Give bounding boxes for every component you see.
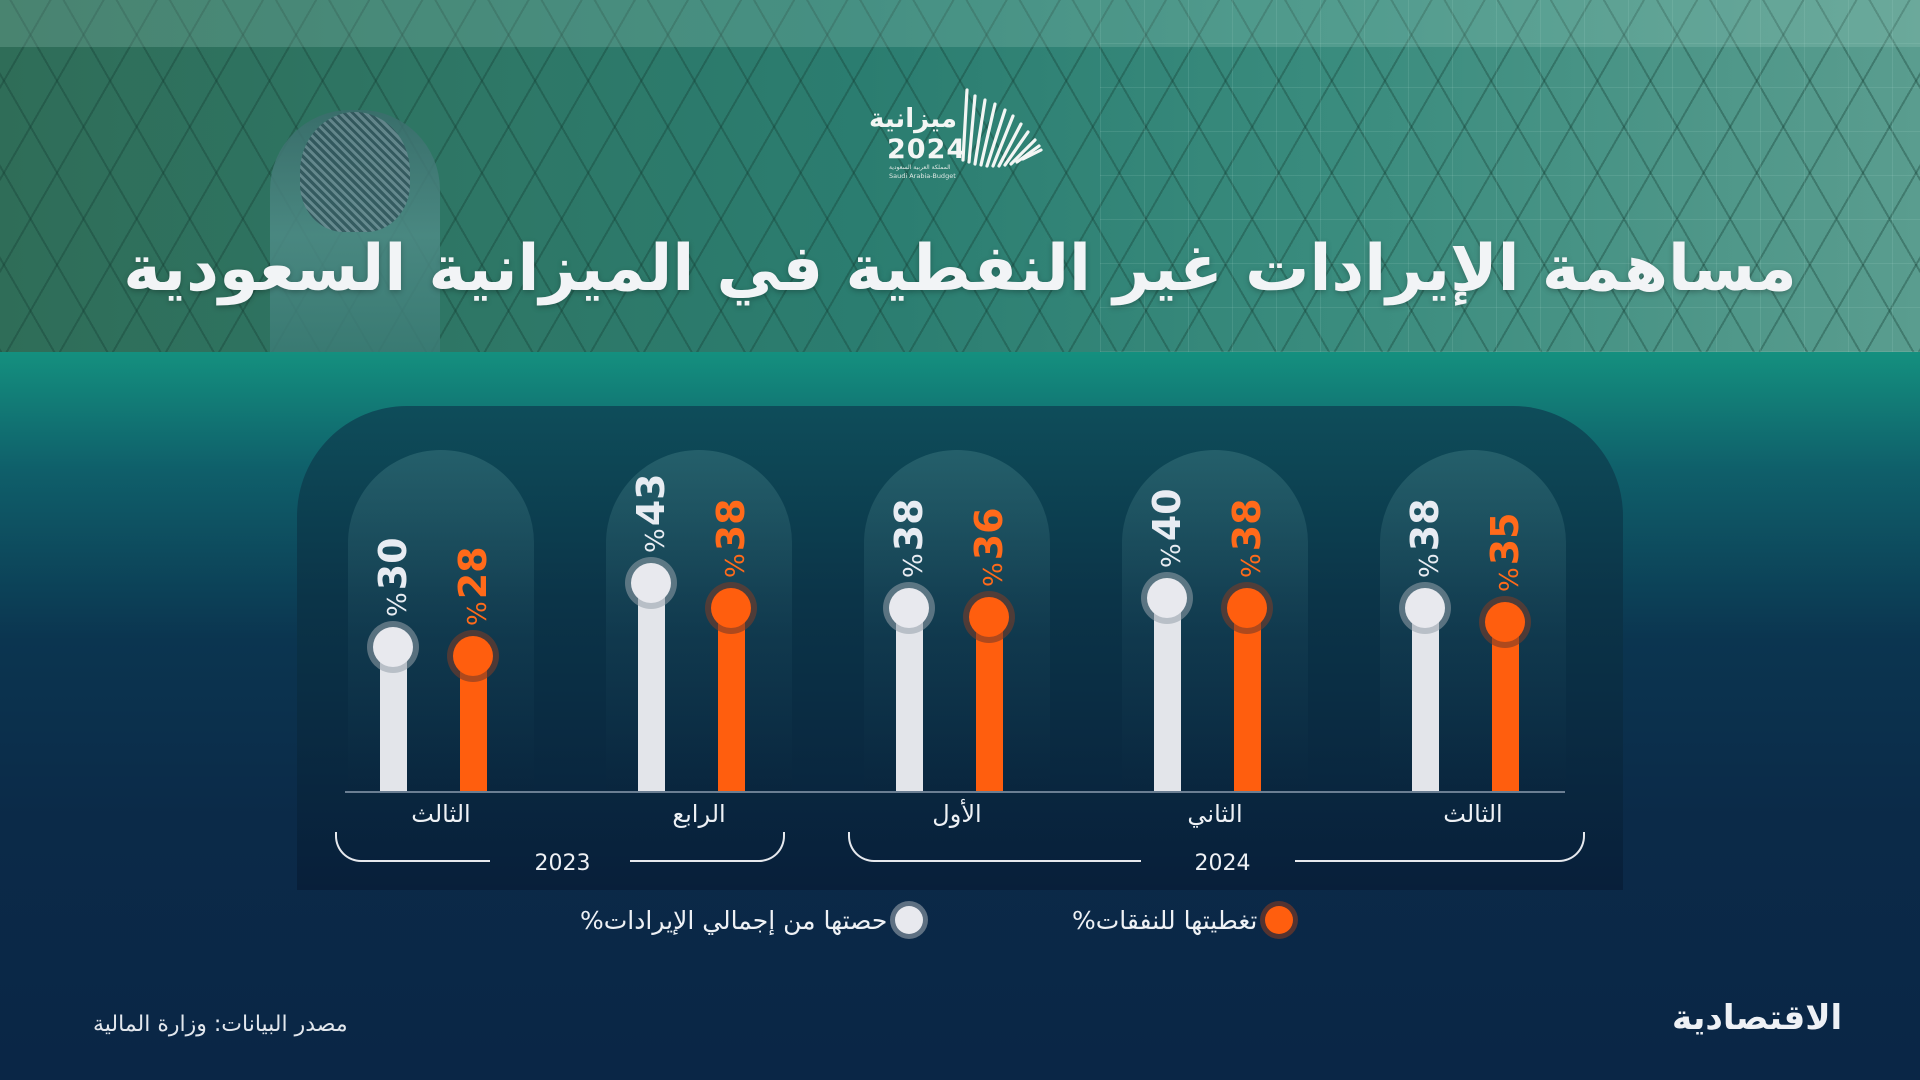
logo-subtitle-ar: المملكة العربية السعودية [889, 164, 951, 171]
value-label-white-0: %30 [371, 536, 415, 617]
bar-white-1 [638, 583, 665, 792]
year-bracket-2024-right [1295, 832, 1585, 862]
legend-expense-coverage: تغطيتها للنفقات% [1072, 902, 1294, 938]
column-bg-q4-2023 [606, 450, 792, 790]
chart-panel [297, 406, 1623, 890]
background-figure-head [300, 112, 410, 232]
x-label-q3-2023: الثالث [411, 800, 471, 828]
x-label-q3-2024: الثالث [1443, 800, 1503, 828]
legend-orange-dot-icon [1265, 906, 1294, 934]
legend-revenue-share-label: حصتها من إجمالي الإيرادات% [580, 905, 888, 935]
x-label-q1-2024: الأول [932, 800, 982, 828]
data-source: مصدر البيانات: وزارة المالية [93, 1012, 348, 1037]
logo-word: ميزانية [869, 104, 957, 134]
bar-knob-orange-1 [711, 587, 751, 628]
bar-white-0 [380, 646, 407, 792]
column-bg-q2-2024 [1122, 450, 1308, 790]
logo-subtitle-en: Saudi Arabia-Budget [889, 172, 956, 180]
value-label-orange-4: %35 [1483, 512, 1527, 593]
bar-orange-1 [718, 607, 745, 792]
legend-white-dot-icon [895, 906, 924, 934]
value-label-orange-2: %36 [967, 507, 1011, 588]
bar-white-4 [1412, 607, 1439, 792]
bar-orange-4 [1492, 622, 1519, 792]
value-label-white-3: %40 [1145, 488, 1189, 568]
header-banner [0, 0, 1920, 352]
column-bg-q3-2023 [348, 450, 534, 790]
bar-orange-3 [1234, 607, 1261, 792]
value-label-white-2: %38 [887, 498, 931, 578]
page-title: مساهمة الإيرادات غير النفطية في الميزاني… [123, 232, 1797, 306]
bar-knob-orange-0 [453, 636, 493, 677]
bar-knob-orange-3 [1227, 587, 1267, 628]
bar-knob-white-4 [1405, 587, 1445, 628]
value-label-orange-1: %38 [709, 498, 753, 578]
legend-revenue-share: حصتها من إجمالي الإيرادات% [580, 902, 924, 938]
year-bracket-2023-right [630, 832, 785, 862]
bar-knob-orange-4 [1485, 602, 1525, 643]
year-label-2023: 2023 [534, 851, 591, 876]
value-label-orange-0: %28 [451, 546, 495, 627]
budget-2024-logo: ميزانية 2024 المملكة العربية السعودية Sa… [869, 82, 1050, 182]
year-bracket-2023-left [335, 832, 490, 862]
value-label-white-1: %43 [629, 473, 673, 554]
x-label-q2-2024: الثاني [1187, 800, 1243, 828]
bar-knob-orange-2 [969, 597, 1009, 638]
logo-rays-icon [961, 88, 1043, 168]
top-strip [0, 0, 1920, 47]
bar-knob-white-1 [631, 563, 671, 604]
legend-expense-coverage-label: تغطيتها للنفقات% [1072, 905, 1258, 935]
value-label-orange-3: %38 [1225, 498, 1269, 578]
brand-logo: الاقتصادية [1672, 998, 1843, 1038]
bar-knob-white-3 [1147, 578, 1187, 618]
value-label-white-4: %38 [1403, 498, 1447, 578]
bar-white-2 [896, 607, 923, 792]
logo-year: 2024 [887, 134, 967, 165]
x-axis-line [345, 791, 1565, 793]
year-bracket-2024-left [848, 832, 1141, 862]
x-label-q4-2023: الرابع [672, 800, 726, 828]
bar-knob-white-0 [373, 626, 413, 667]
bar-orange-0 [460, 656, 487, 792]
year-label-2024: 2024 [1194, 851, 1251, 876]
bar-knob-white-2 [889, 587, 929, 628]
bar-white-3 [1154, 598, 1181, 792]
background-grid [1100, 0, 1920, 352]
bar-orange-2 [976, 617, 1003, 792]
